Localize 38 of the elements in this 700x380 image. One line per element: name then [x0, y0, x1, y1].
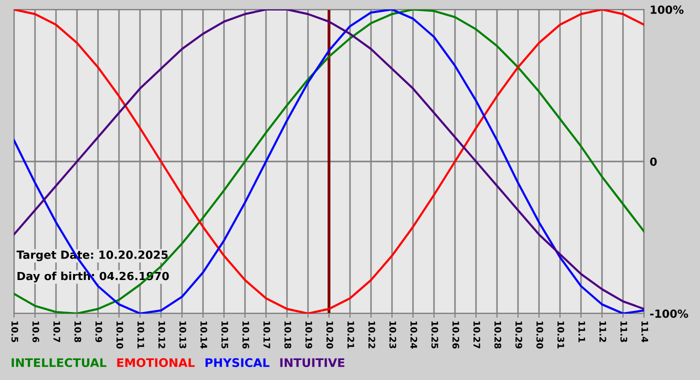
x-tick-label: 10.7: [53, 321, 60, 342]
x-tick-label: 10.16: [242, 321, 250, 349]
x-tick-label: 11.2: [600, 321, 606, 342]
x-tick-label: 10.17: [263, 321, 270, 348]
x-tick-label: 10.22: [368, 321, 376, 348]
x-tick-label: 10.27: [473, 321, 480, 348]
x-tick-label: 10.13: [179, 321, 186, 348]
x-tick-label: 10.10: [116, 321, 124, 349]
x-tick-label: 10.26: [452, 321, 460, 349]
x-tick-label: 10.23: [389, 321, 396, 348]
x-tick-label: 11.4: [642, 321, 648, 342]
x-tick-label: 10.20: [326, 321, 334, 349]
y-tick-label: 100%: [650, 5, 684, 14]
x-tick-label: 10.25: [431, 321, 438, 348]
y-tick-label: 0: [650, 157, 657, 166]
x-tick-label: 10.30: [536, 321, 544, 349]
text: INTUITIVE: [280, 358, 344, 368]
y-tick-label: -100%: [650, 309, 688, 318]
x-tick-label: 10.9: [95, 321, 102, 342]
x-tick-label: 10.11: [137, 321, 144, 348]
text: PHYSICAL: [206, 358, 270, 368]
text: INTELLECTUAL: [12, 358, 106, 368]
x-tick-label: 10.31: [557, 321, 564, 348]
x-tick-label: 10.14: [200, 321, 208, 349]
x-tick-label: 11.1: [578, 321, 586, 342]
x-tick-label: 10.18: [284, 321, 292, 348]
x-tick-label: 10.8: [74, 321, 82, 342]
x-tick-label: 10.6: [32, 321, 40, 342]
x-tick-label: 10.21: [347, 321, 354, 348]
x-tick-label: 10.5: [11, 321, 18, 342]
x-tick-label: 10.28: [494, 321, 502, 348]
x-tick-label: 11.3: [620, 321, 628, 342]
x-tick-label: 10.12: [158, 321, 166, 348]
x-tick-label: 10.24: [410, 321, 418, 349]
x-tick-label: 10.29: [515, 321, 522, 348]
x-tick-label: 10.19: [305, 321, 312, 348]
x-tick-label: 10.15: [221, 321, 228, 348]
text: EMOTIONAL: [117, 358, 195, 368]
